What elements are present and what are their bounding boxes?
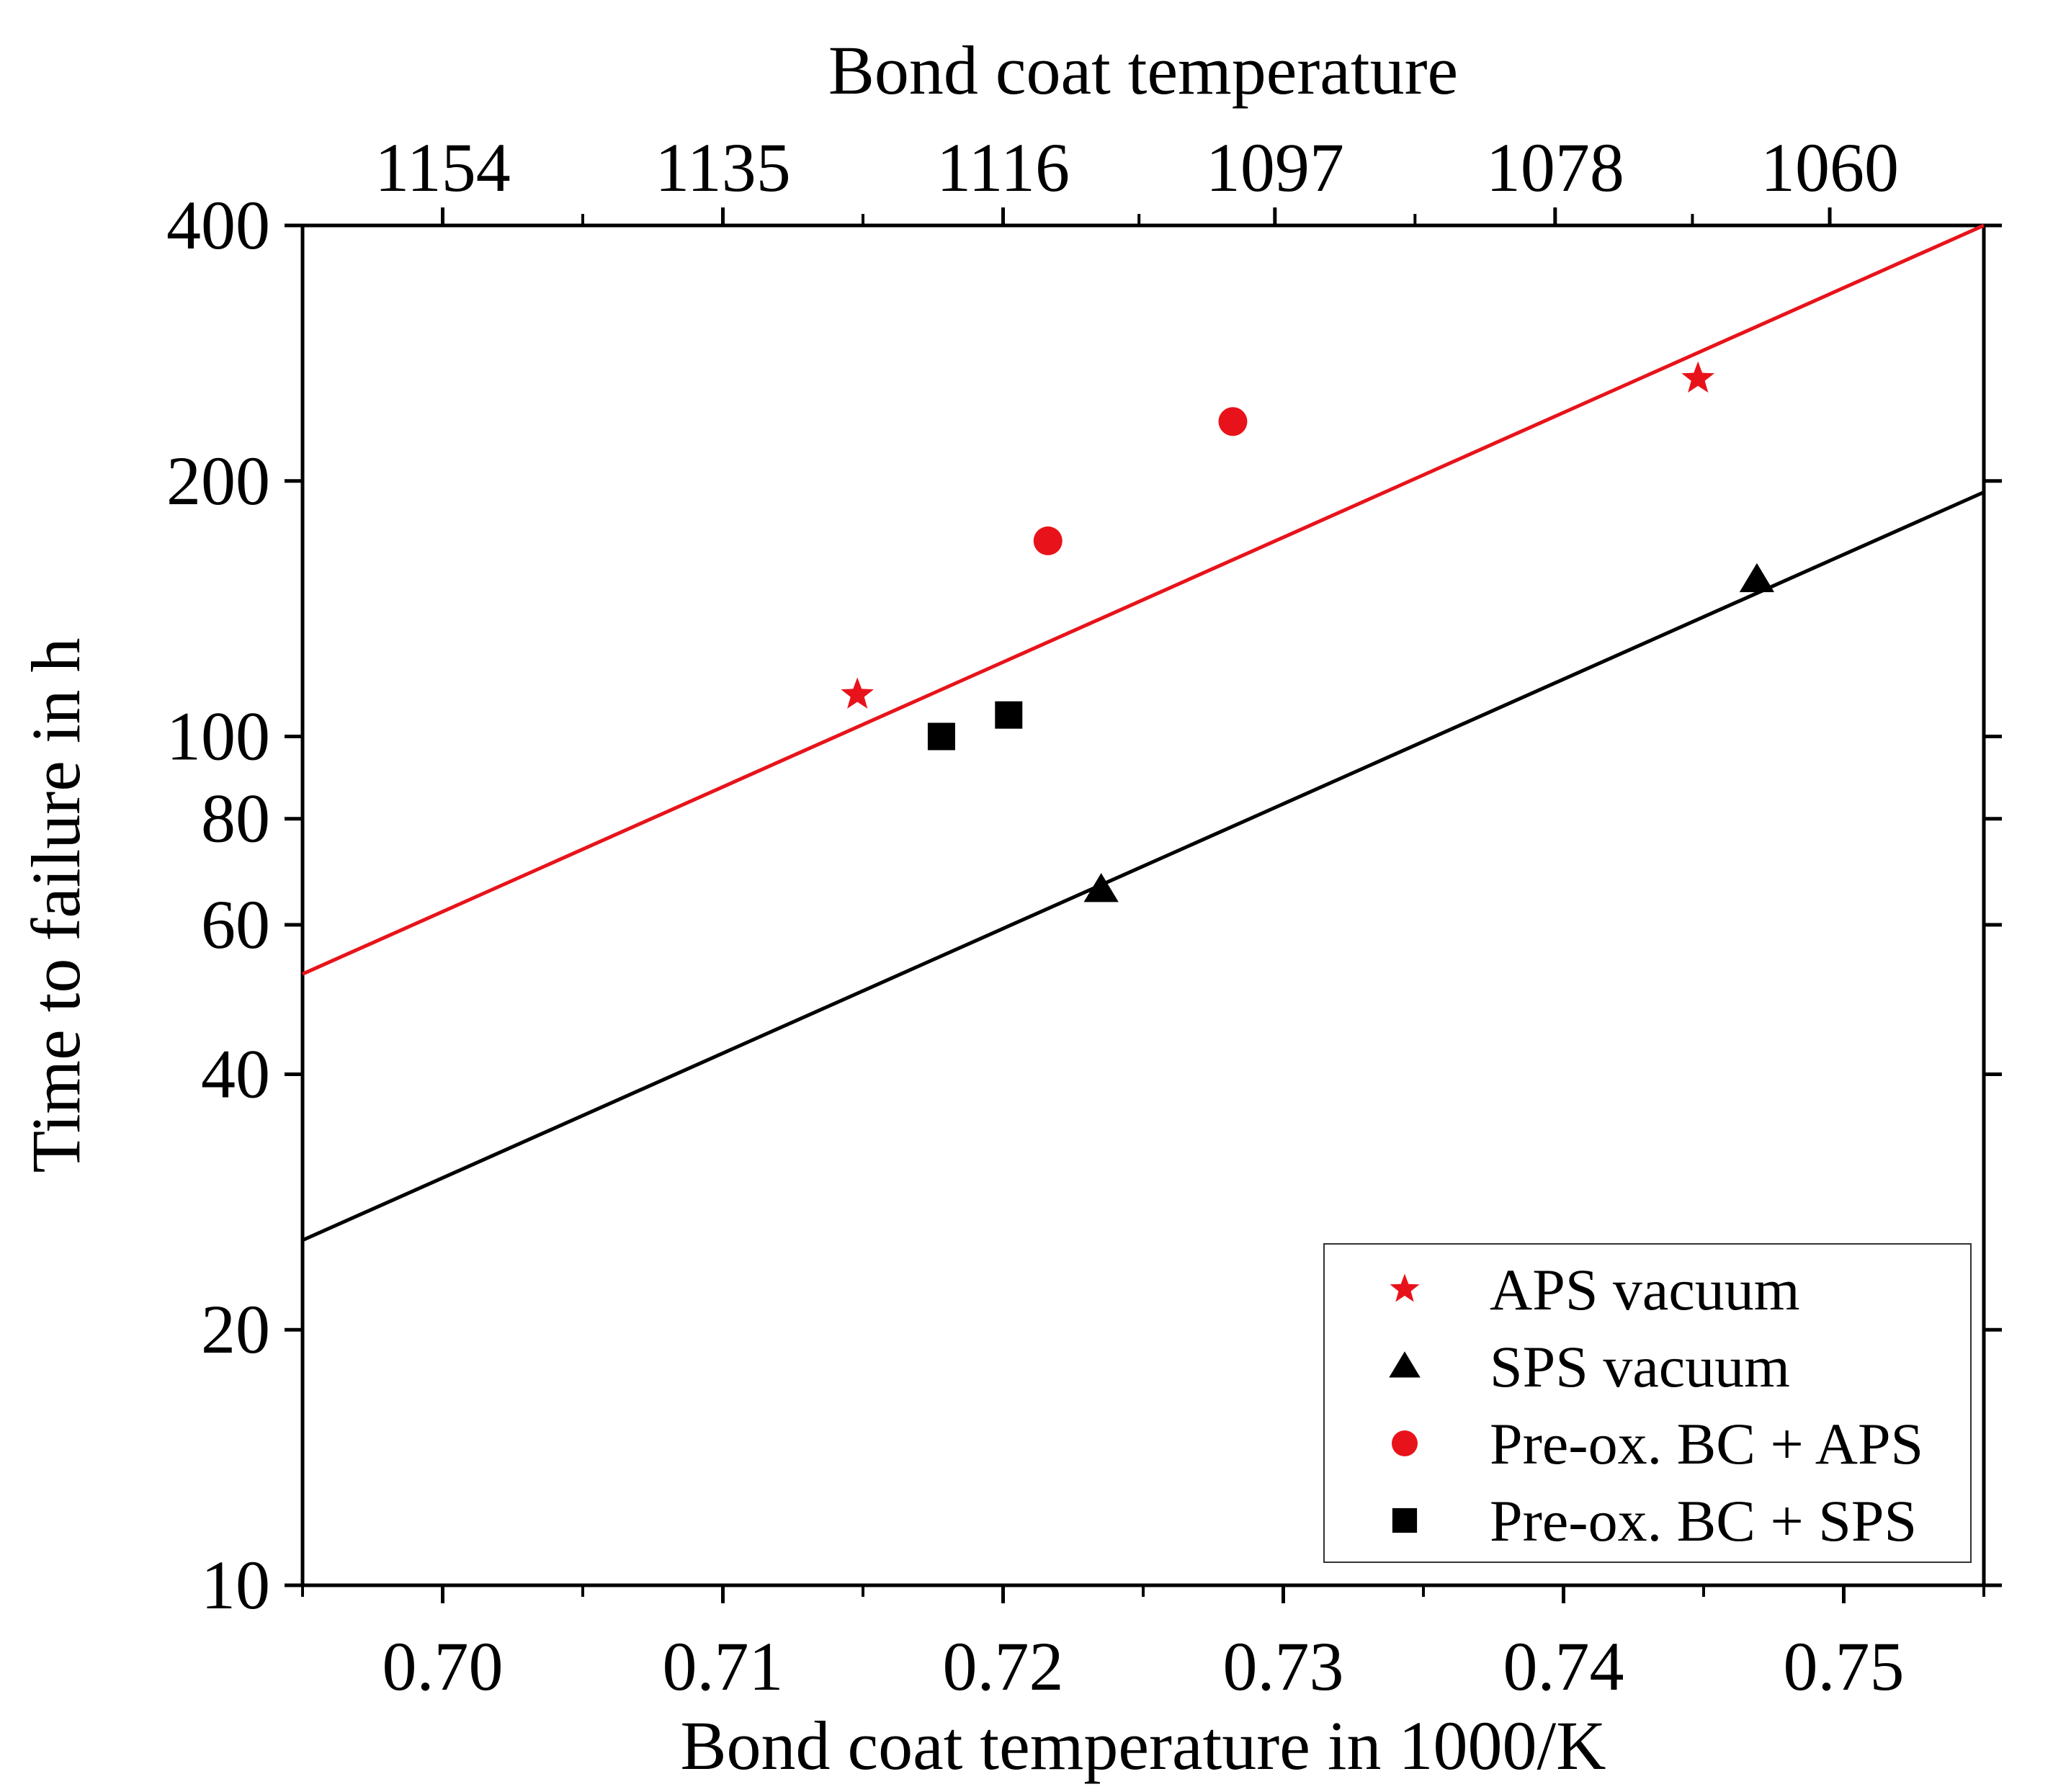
fit-lines	[301, 223, 1985, 1242]
y-axis-title: Time to failure in h	[17, 637, 94, 1173]
legend-box	[1323, 1243, 1972, 1563]
data-point-star-1	[1681, 361, 1714, 393]
top-x-tick-label: 1078	[1486, 129, 1624, 206]
legend-marker-star	[1390, 1273, 1420, 1302]
x-axis-title: Bond coat temperature in 1000/K	[681, 1707, 1606, 1784]
legend-label: Pre-ox. BC + SPS	[1490, 1488, 1917, 1554]
data-markers	[841, 361, 1775, 902]
y-tick-label: 40	[201, 1035, 270, 1112]
top-x-tick-label: 1097	[1206, 129, 1344, 206]
legend: APS vacuum SPS vacuum Pre-ox. BC + APS Pre-…	[1323, 1243, 1972, 1563]
x-tick-label: 0.75	[1784, 1628, 1905, 1705]
legend-label: APS vacuum	[1490, 1257, 1800, 1322]
x-tick-label: 0.73	[1223, 1628, 1344, 1705]
y-tick-label: 60	[201, 886, 270, 963]
data-point-triangle-1	[1739, 563, 1775, 593]
y-tick-label: 200	[166, 442, 270, 519]
bottom-x-axis: 0.70 0.71 0.72 0.73 0.74 0.75	[301, 1585, 1985, 1705]
fit-line-0	[301, 223, 1985, 976]
data-point-circle-0	[1033, 526, 1063, 555]
y-tick-label: 100	[166, 698, 270, 775]
legend-label: Pre-ox. BC + APS	[1490, 1411, 1923, 1477]
y-tick-label: 10	[201, 1546, 270, 1623]
top-x-tick-label: 1135	[655, 129, 790, 206]
x-tick-label: 0.71	[663, 1628, 784, 1705]
top-x-tick-label: 1116	[936, 129, 1070, 206]
top-x-tick-label: 1060	[1761, 129, 1899, 206]
y-tick-label: 400	[166, 187, 270, 264]
y-tick-label: 20	[201, 1291, 270, 1368]
legend-marker-square	[1392, 1507, 1418, 1533]
top-x-axis: 1154 1135 1116 1097 1078 1060	[375, 129, 1899, 225]
y-tick-label: 80	[201, 780, 270, 857]
data-point-circle-1	[1218, 407, 1248, 436]
legend-marker-circle	[1392, 1430, 1418, 1456]
data-point-triangle-0	[1083, 873, 1119, 902]
data-point-star-0	[841, 677, 874, 709]
x-tick-label: 0.70	[383, 1628, 504, 1705]
top-x-tick-label: 1154	[375, 129, 510, 206]
x-tick-label: 0.72	[943, 1628, 1064, 1705]
x-tick-label: 0.74	[1503, 1628, 1624, 1705]
legend-marker-triangle	[1389, 1351, 1421, 1378]
data-point-square-0	[927, 722, 955, 751]
top-x-axis-title: Bond coat temperature	[828, 32, 1458, 109]
fit-line-1	[301, 490, 1985, 1242]
legend-label: SPS vacuum	[1490, 1334, 1790, 1399]
data-point-square-1	[995, 701, 1023, 729]
